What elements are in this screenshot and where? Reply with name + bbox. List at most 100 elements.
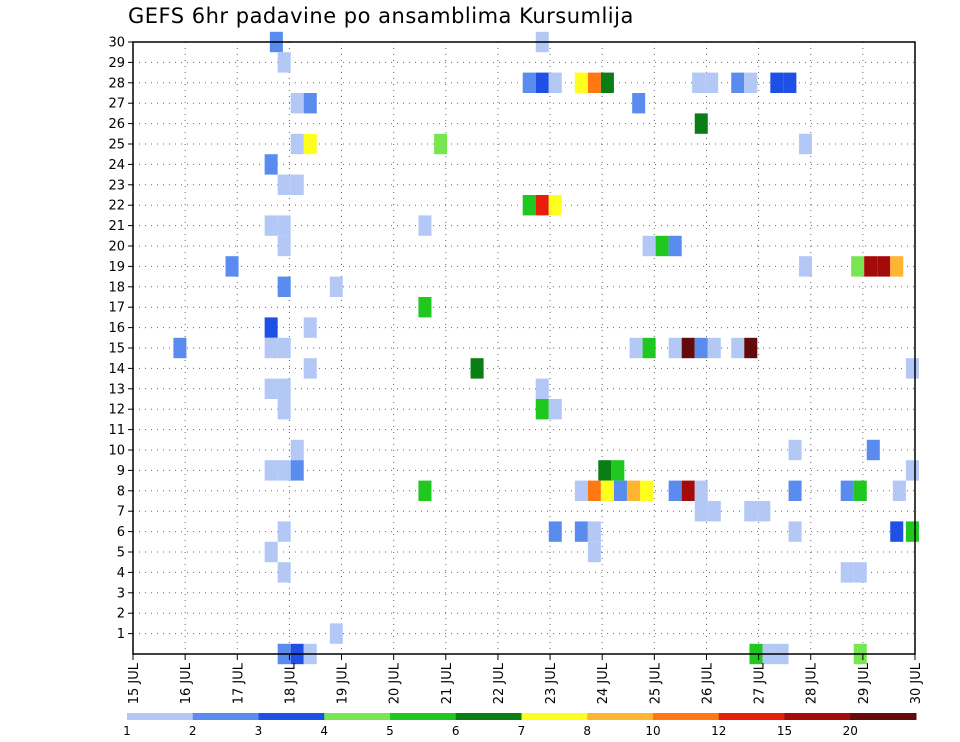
chart-title: GEFS 6hr padavine po ansamblima Kursumli… xyxy=(128,4,634,28)
y-tick-label: 29 xyxy=(108,56,125,71)
precip-cell xyxy=(639,480,654,501)
colorbar-label: 3 xyxy=(255,724,263,738)
colorbar-label: 2 xyxy=(189,724,197,738)
precip-cell xyxy=(731,337,745,359)
y-tick-label: 18 xyxy=(108,280,125,295)
precip-cell xyxy=(642,235,656,257)
x-tick-label: 20 JUL xyxy=(388,662,403,704)
precip-cell xyxy=(598,460,612,481)
x-tick-label: 27 JUL xyxy=(753,662,768,704)
colorbar-segment xyxy=(653,713,720,720)
precip-cell xyxy=(694,113,708,134)
precip-cell xyxy=(613,480,627,501)
axes: 1234567891011121314151617181920212223242… xyxy=(108,36,924,705)
precip-cell xyxy=(694,501,708,522)
precip-cell xyxy=(707,337,721,359)
precip-cell xyxy=(587,480,601,501)
x-tick-label: 19 JUL xyxy=(336,662,351,704)
precip-cell xyxy=(681,480,695,501)
precip-cell xyxy=(290,93,304,114)
precip-cell xyxy=(668,480,682,501)
precip-cell xyxy=(668,235,682,257)
colorbar-label: 4 xyxy=(320,724,328,738)
y-tick-label: 26 xyxy=(108,117,125,132)
precip-cell xyxy=(744,72,758,93)
precip-cell xyxy=(905,358,919,379)
precip-cell xyxy=(290,174,304,195)
y-tick-label: 19 xyxy=(108,260,125,275)
precip-cell xyxy=(681,337,695,359)
precip-cell xyxy=(866,439,880,461)
y-tick-label: 22 xyxy=(108,199,125,214)
precip-cell xyxy=(574,521,588,542)
y-tick-label: 9 xyxy=(117,464,125,479)
precip-cell xyxy=(264,378,278,399)
colorbar-segment xyxy=(390,713,457,720)
precip-cell xyxy=(692,72,706,93)
x-tick-label: 22 JUL xyxy=(492,662,507,704)
precip-cell xyxy=(264,460,278,481)
precip-cell xyxy=(905,460,919,481)
precip-cell xyxy=(277,399,291,420)
x-tick-label: 30 JUL xyxy=(909,662,924,704)
precip-cell xyxy=(574,480,588,501)
x-tick-label: 17 JUL xyxy=(231,662,246,704)
grid xyxy=(132,41,916,654)
colorbar-label: 6 xyxy=(452,724,460,738)
precip-cell xyxy=(264,337,278,359)
x-tick-label: 26 JUL xyxy=(700,662,715,704)
precip-cell xyxy=(600,480,614,501)
colorbar-segment xyxy=(127,713,194,720)
y-tick-label: 10 xyxy=(108,444,125,459)
precip-cell xyxy=(303,317,317,338)
precip-cell xyxy=(329,623,343,644)
x-tick-label: 23 JUL xyxy=(544,662,559,704)
precip-cell xyxy=(548,72,562,93)
colorbar-segment xyxy=(324,713,391,720)
precip-cell xyxy=(290,460,304,481)
colorbar-segment xyxy=(258,713,325,720)
cells xyxy=(173,31,919,665)
precip-cell xyxy=(890,256,904,277)
precip-cell xyxy=(853,562,867,583)
precip-cell xyxy=(418,480,432,501)
precip-cell xyxy=(264,215,278,236)
y-tick-label: 15 xyxy=(108,342,125,357)
precip-cell xyxy=(264,317,278,338)
precip-cell xyxy=(877,256,891,277)
precip-cell xyxy=(655,235,669,257)
y-tick-label: 12 xyxy=(108,403,125,418)
colorbar-label: 8 xyxy=(583,724,591,738)
colorbar-label: 1 xyxy=(123,724,131,738)
precip-cell xyxy=(788,439,802,461)
precip-cell xyxy=(731,72,745,93)
precip-cell xyxy=(642,337,656,359)
y-tick-label: 2 xyxy=(117,607,125,622)
precip-cell xyxy=(277,215,291,236)
y-tick-label: 7 xyxy=(117,505,125,520)
precip-cell xyxy=(788,480,802,501)
precip-cell xyxy=(757,501,771,522)
x-tick-label: 15 JUL xyxy=(127,662,142,704)
precip-cell xyxy=(277,521,291,542)
precip-cell xyxy=(788,521,802,542)
precip-cell xyxy=(277,235,291,257)
precip-cell xyxy=(173,337,187,359)
y-tick-label: 16 xyxy=(108,321,125,336)
precip-cell xyxy=(277,174,291,195)
precip-cell xyxy=(587,72,601,93)
precip-cell xyxy=(629,337,643,359)
precip-cell xyxy=(329,276,343,297)
precip-cell xyxy=(277,562,291,583)
precip-cell xyxy=(264,154,278,175)
precip-cell xyxy=(535,378,549,399)
precip-cell xyxy=(587,521,601,542)
precip-cell xyxy=(277,52,291,73)
colorbar-segment xyxy=(718,713,785,720)
y-tick-label: 30 xyxy=(108,36,125,51)
x-tick-label: 29 JUL xyxy=(857,662,872,704)
colorbar-label: 10 xyxy=(645,724,660,738)
precip-cell xyxy=(522,195,536,216)
precip-cell xyxy=(290,133,304,155)
y-tick-label: 14 xyxy=(108,362,125,377)
